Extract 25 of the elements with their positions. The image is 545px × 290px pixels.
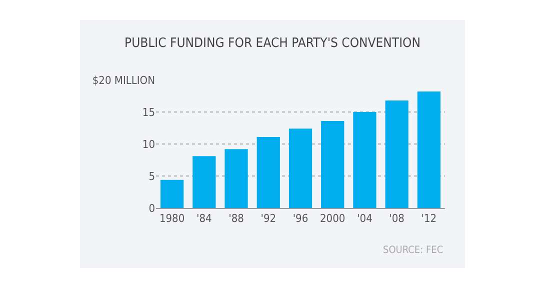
x-tick-label: '08 [389, 212, 404, 226]
bar [417, 92, 440, 208]
y-tick-label: 5 [148, 170, 155, 183]
y-tick-label: $20 MILLION [92, 74, 155, 87]
y-tick-label: 10 [142, 138, 155, 151]
x-tick-label: '88 [228, 212, 244, 226]
x-tick-label: '12 [421, 212, 437, 226]
x-tick-label: '04 [357, 212, 372, 226]
y-tick-label: 0 [148, 202, 155, 215]
bar [160, 180, 184, 208]
bar [256, 136, 280, 208]
x-tick-label: 1980 [159, 212, 185, 226]
bar [385, 100, 408, 208]
bar [224, 149, 248, 208]
bar [321, 120, 344, 208]
chart-title: PUBLIC FUNDING FOR EACH PARTY'S CONVENTION [124, 36, 420, 51]
bar [192, 156, 216, 208]
x-tick-label: 2000 [320, 212, 346, 226]
x-tick-label: '84 [196, 212, 212, 226]
x-tick-label: '92 [260, 212, 276, 226]
bar [353, 112, 376, 208]
y-tick-label: 15 [142, 106, 155, 119]
source-note: SOURCE: FEC [383, 245, 444, 256]
bar [288, 128, 312, 208]
x-tick-label: '96 [292, 212, 308, 226]
